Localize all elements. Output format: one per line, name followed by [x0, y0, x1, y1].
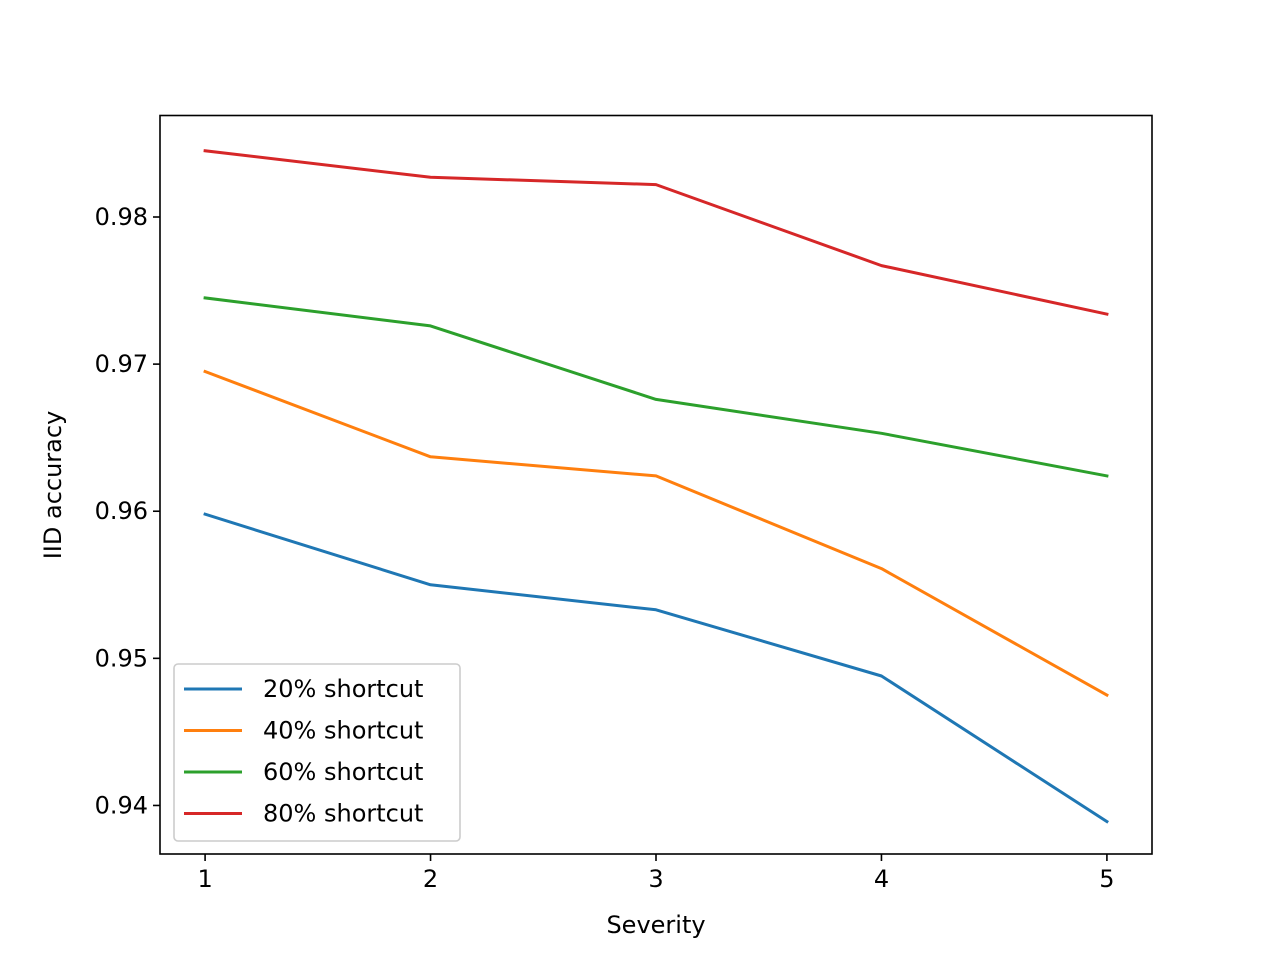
x-tick-label: 5 — [1099, 865, 1114, 893]
series-line-1 — [203, 512, 1109, 824]
legend-label-1: 20% shortcut — [263, 675, 423, 703]
x-axis-ticks: 1 2 3 4 5 — [197, 854, 1115, 893]
x-axis-label: Severity — [606, 911, 705, 939]
y-tick-label: 0.94 — [95, 791, 148, 819]
legend-items: 20% shortcut 40% shortcut 60% shortcut 80% … — [184, 675, 423, 828]
x-tick-label: 2 — [423, 865, 438, 893]
legend-label-4: 80% shortcut — [263, 800, 423, 828]
series-line-2 — [203, 369, 1109, 698]
y-axis-ticks: 0.94 0.95 0.96 0.97 0.98 — [95, 203, 160, 819]
legend: 20% shortcut 40% shortcut 60% shortcut 80% … — [173, 663, 461, 842]
y-tick-label: 0.96 — [95, 497, 148, 525]
series-layer — [203, 149, 1109, 824]
x-tick-label: 4 — [874, 865, 889, 893]
y-tick-label: 0.98 — [95, 203, 148, 231]
x-tick-label: 3 — [648, 865, 663, 893]
x-tick-label: 1 — [197, 865, 212, 893]
series-line-4 — [203, 149, 1109, 316]
legend-label-2: 40% shortcut — [263, 717, 423, 745]
y-tick-label: 0.95 — [95, 644, 148, 672]
y-axis-label: IID accuracy — [39, 411, 67, 560]
y-tick-label: 0.97 — [95, 350, 148, 378]
legend-box — [173, 663, 461, 842]
legend-label-3: 60% shortcut — [263, 758, 423, 786]
series-line-3 — [203, 296, 1109, 478]
